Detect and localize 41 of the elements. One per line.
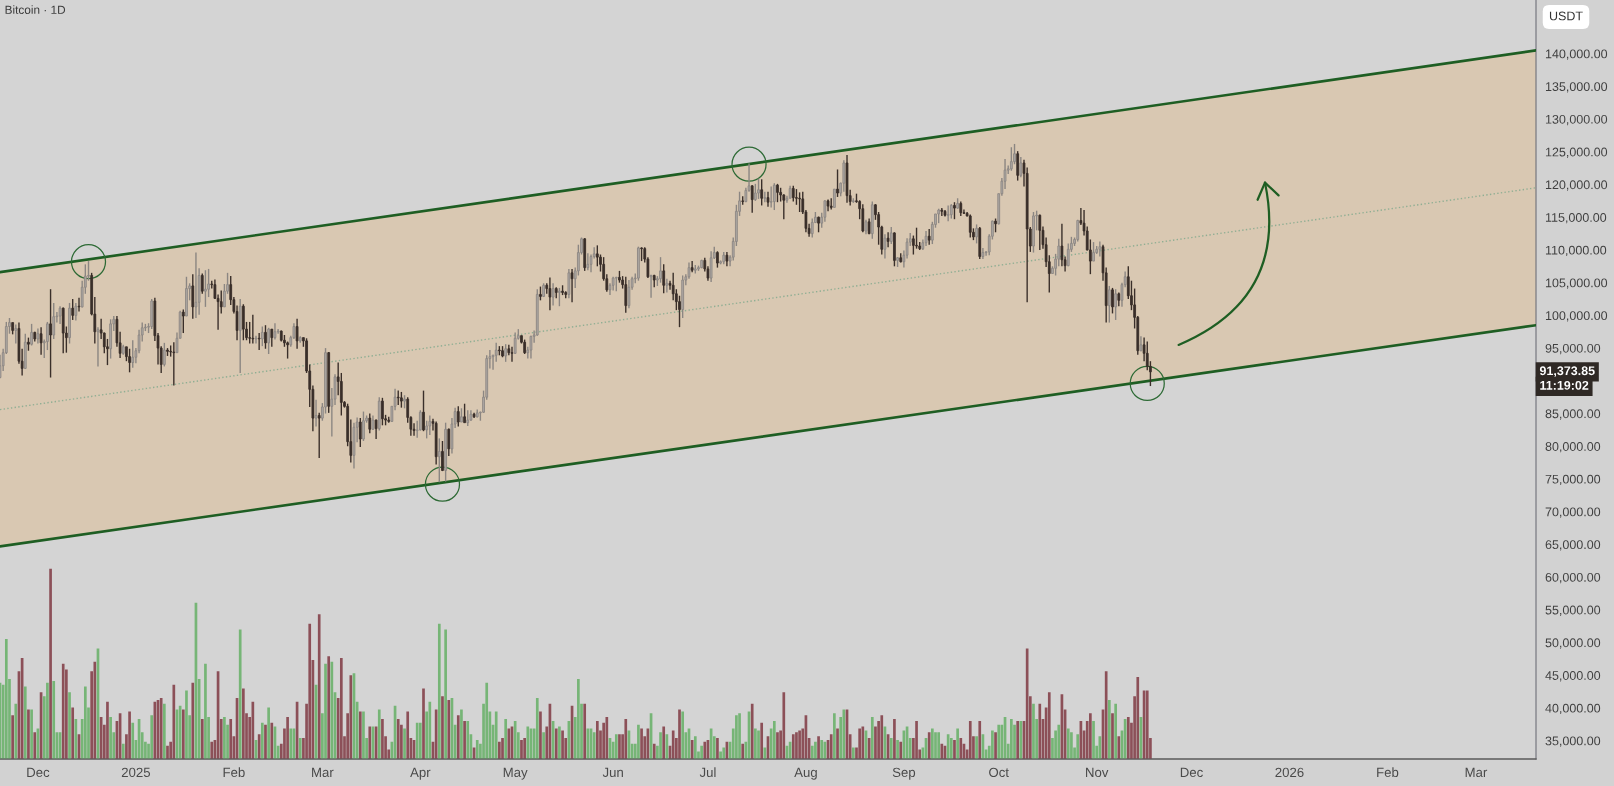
x-tick-label: Jul bbox=[699, 767, 716, 778]
x-tick-label: Feb bbox=[223, 767, 245, 778]
y-tick-label: 35,000.00 bbox=[1545, 736, 1601, 747]
y-tick-label: 95,000.00 bbox=[1545, 343, 1601, 355]
x-tick-label: Jun bbox=[602, 767, 623, 778]
y-tick-label: 60,000.00 bbox=[1545, 572, 1601, 584]
y-tick-label: 105,000.00 bbox=[1545, 278, 1608, 289]
y-tick-label: 85,000.00 bbox=[1545, 409, 1601, 420]
x-tick-label: Mar bbox=[1465, 767, 1488, 778]
text: 11:19:02 bbox=[1540, 380, 1589, 390]
y-axis-title: USDT bbox=[1549, 11, 1583, 21]
y-tick-label: 140,000.00 bbox=[1545, 49, 1608, 60]
chart-title: Bitcoin · 1D bbox=[5, 5, 66, 14]
y-tick-label: 110,000.00 bbox=[1545, 245, 1607, 257]
y-tick-label: 115,000.00 bbox=[1545, 213, 1607, 224]
y-tick-label: 100,000.00 bbox=[1545, 311, 1608, 322]
y-tick-label: 130,000.00 bbox=[1545, 114, 1608, 126]
x-tick-label: Mar bbox=[312, 767, 334, 778]
y-tick-label: 65,000.00 bbox=[1545, 540, 1601, 551]
x-tick-label: Sep bbox=[892, 767, 916, 780]
y-tick-label: 55,000.00 bbox=[1545, 605, 1601, 616]
x-tick-label: May bbox=[503, 767, 528, 780]
y-tick-label: 80,000.00 bbox=[1545, 442, 1601, 453]
y-tick-label: 135,000.00 bbox=[1545, 82, 1608, 93]
y-tick-label: 45,000.00 bbox=[1545, 671, 1601, 682]
x-tick-label: Nov bbox=[1086, 767, 1109, 778]
x-tick-label: 2026 bbox=[1275, 767, 1304, 778]
y-tick-label: 120,000.00 bbox=[1545, 180, 1608, 191]
x-tick-label: Apr bbox=[410, 767, 431, 780]
y-tick-label: 50,000.00 bbox=[1545, 638, 1601, 649]
y-tick-label: 40,000.00 bbox=[1545, 703, 1601, 715]
x-tick-label: 2025 bbox=[121, 767, 151, 778]
x-tick-label: Aug bbox=[794, 767, 817, 780]
x-tick-label: Dec bbox=[1180, 767, 1203, 778]
y-tick-label: 125,000.00 bbox=[1545, 147, 1608, 158]
x-tick-label: Feb bbox=[1377, 767, 1399, 778]
x-tick-label: Dec bbox=[27, 767, 50, 778]
text: 91,373.85 bbox=[1539, 366, 1595, 377]
x-tick-label: Oct bbox=[989, 767, 1009, 778]
y-tick-label: 75,000.00 bbox=[1545, 474, 1601, 486]
y-tick-label: 70,000.00 bbox=[1545, 507, 1601, 518]
